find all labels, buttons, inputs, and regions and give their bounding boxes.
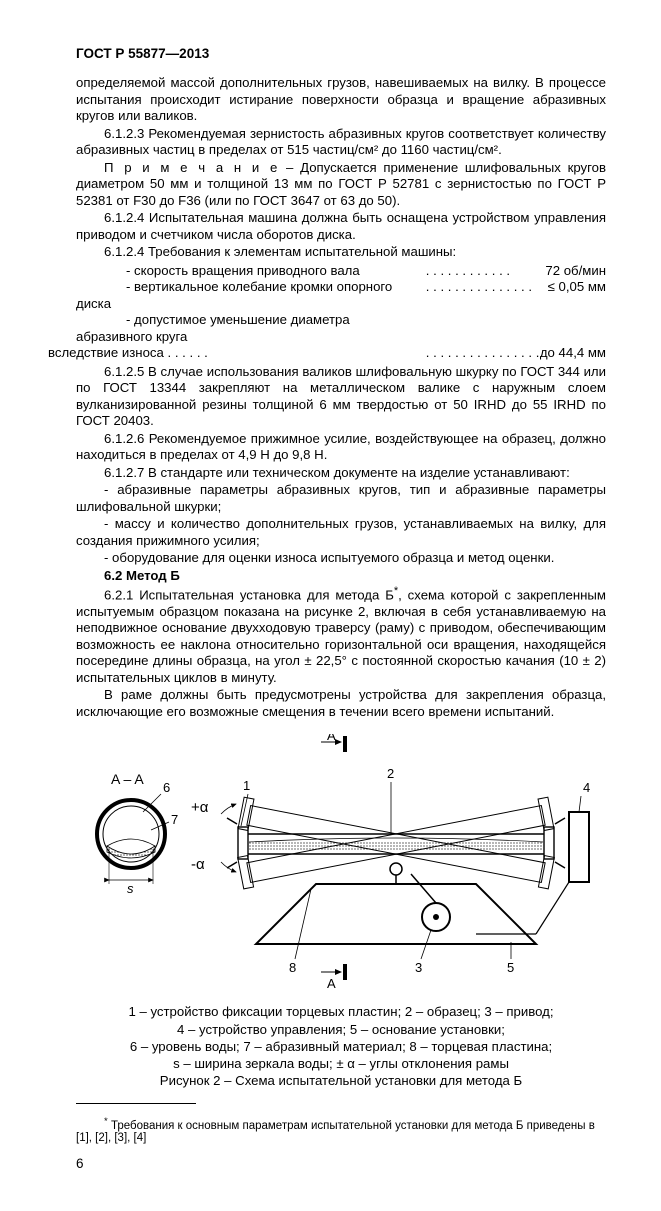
page-number: 6 xyxy=(76,1156,606,1171)
para-11: 6.2.1 Испытательная установка для метода… xyxy=(76,585,606,686)
footnote: * Требования к основным параметрам испыт… xyxy=(76,1116,606,1144)
req2-dots: . . . . . . . . . . . . . . . xyxy=(426,279,540,312)
para-9: - массу и количество дополнительных груз… xyxy=(76,516,606,549)
plus-alpha: +α xyxy=(191,799,209,816)
para-10: - оборудование для оценки износа испытуе… xyxy=(76,550,606,567)
req3-dots: . . . . . . . . . . . . . . . . xyxy=(426,312,540,362)
section-A-bottom: A xyxy=(327,976,336,991)
req2-val: ≤ 0,05 мм xyxy=(540,279,606,312)
req3-label-line2: вследствие износа . . . . . . xyxy=(48,345,208,362)
n1: 1 xyxy=(243,778,250,793)
para-4: 6.1.2.4 Требования к элементам испытател… xyxy=(76,244,606,261)
n5: 5 xyxy=(507,960,514,975)
n2: 2 xyxy=(387,766,394,781)
req2-label: - вертикальное колебание кромки опорного… xyxy=(76,279,426,312)
figure-svg: A A – A s 6 7 +α xyxy=(81,734,601,994)
para-2: 6.1.2.3 Рекомендуемая зернистость абрази… xyxy=(76,126,606,159)
para-3: 6.1.2.4 Испытательная машина должна быть… xyxy=(76,210,606,243)
para-6: 6.1.2.6 Рекомендуемое прижимное усилие, … xyxy=(76,431,606,464)
section-A-top: A xyxy=(327,734,336,743)
req1-val: 72 об/мин xyxy=(540,263,606,280)
section-mark-top: A xyxy=(321,734,347,752)
s-label: s xyxy=(127,881,134,896)
p11a: 6.2.1 Испытательная установка для метода… xyxy=(104,587,394,602)
apparatus: 1 2 4 8 3 5 xyxy=(227,766,590,975)
aa-label: A – A xyxy=(111,771,144,787)
n3: 3 xyxy=(415,960,422,975)
para-5: 6.1.2.5 В случае использования валиков ш… xyxy=(76,364,606,430)
heading-6-2: 6.2 Метод Б xyxy=(76,568,606,585)
note-para: П р и м е ч а н и е – Допускается примен… xyxy=(76,160,606,210)
req3-label-line1: - допустимое уменьшение диаметра абразив… xyxy=(76,312,350,344)
cap5: Рисунок 2 – Схема испытательной установк… xyxy=(160,1073,522,1088)
para-1: определяемой массой дополнительных грузо… xyxy=(76,75,606,125)
para-12: В раме должны быть предусмотрены устройс… xyxy=(76,687,606,720)
page: ГОСТ Р 55877—2013 определяемой массой до… xyxy=(0,0,661,1211)
footnote-text: Требования к основным параметрам испытат… xyxy=(76,1120,595,1144)
footnote-rule xyxy=(76,1103,196,1104)
n8: 8 xyxy=(289,960,296,975)
cap2: 4 – устройство управления; 5 – основание… xyxy=(177,1022,505,1037)
cap4: s – ширина зеркала воды; ± α – углы откл… xyxy=(173,1056,509,1071)
req1-label: - скорость вращения приводного вала xyxy=(76,263,426,280)
requirements-table: - скорость вращения приводного вала . . … xyxy=(76,263,606,362)
n6: 6 xyxy=(163,780,170,795)
n7: 7 xyxy=(171,812,178,827)
cap1: 1 – устройство фиксации торцевых пластин… xyxy=(128,1004,553,1019)
section-aa: A – A s 6 7 xyxy=(97,771,178,896)
doc-header: ГОСТ Р 55877—2013 xyxy=(76,46,606,61)
minus-alpha: -α xyxy=(191,856,205,873)
req3-val: до 44,4 мм xyxy=(540,312,606,362)
n4: 4 xyxy=(583,780,590,795)
para-7: 6.1.2.7 В стандарте или техническом доку… xyxy=(76,465,606,482)
figure-caption: 1 – устройство фиксации торцевых пластин… xyxy=(76,1003,606,1089)
footnote-star: * xyxy=(104,1116,108,1127)
cap3: 6 – уровень воды; 7 – абразивный материа… xyxy=(130,1039,552,1054)
note-label: П р и м е ч а н и е xyxy=(104,160,279,175)
figure-2: A A – A s 6 7 +α xyxy=(76,734,606,1089)
para-8: - абразивные параметры абразивных кругов… xyxy=(76,482,606,515)
section-mark-bottom: A xyxy=(321,964,347,991)
req1-dots: . . . . . . . . . . . . xyxy=(426,263,540,280)
req3-label: - допустимое уменьшение диаметра абразив… xyxy=(76,312,426,362)
